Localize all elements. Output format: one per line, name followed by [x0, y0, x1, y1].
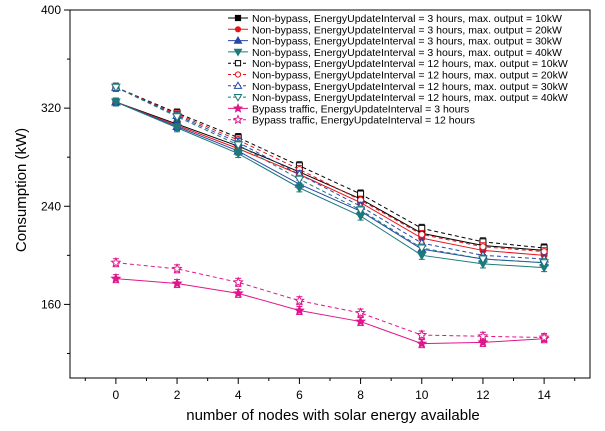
y-tick-label-2: 320: [41, 101, 61, 115]
x-tick-label-4: 8: [357, 388, 364, 402]
x-tick-label-6: 12: [476, 388, 490, 402]
series-8-point-5: [416, 337, 428, 349]
legend-marker-2: [233, 36, 243, 44]
series-7-point-4: [355, 206, 366, 215]
legend-marker-7: [233, 94, 243, 102]
series-9-point-4: [355, 307, 367, 318]
x-tick-label-0: 0: [113, 388, 120, 402]
legend-label-4: Non-bypass, EnergyUpdateInterval = 12 ho…: [252, 58, 568, 70]
y-tick-label-3: 400: [41, 3, 61, 17]
series-3-point-0: [111, 98, 121, 108]
series-9-line: [115, 262, 545, 339]
series-9-point-5: [416, 329, 428, 340]
y-tick-label-1: 240: [41, 199, 61, 213]
series-1-line: [115, 101, 545, 256]
legend-label-7: Non-bypass, EnergyUpdateInterval = 12 ho…: [252, 92, 568, 104]
series-9-point-3: [293, 294, 305, 306]
series-7-point-7: [539, 259, 549, 268]
x-tick-label-5: 10: [415, 388, 429, 402]
series-2-line: [115, 101, 545, 264]
series-5-point-6: [479, 243, 487, 251]
legend-marker-3: [233, 48, 243, 57]
series-5-point-7: [540, 248, 548, 256]
x-axis-title: number of nodes with solar energy availa…: [186, 407, 480, 424]
legend-marker-9: [232, 114, 244, 125]
legend-marker-1: [234, 26, 242, 33]
series-8-point-1: [171, 277, 183, 289]
series-8-point-2: [232, 287, 244, 299]
legend-label-6: Non-bypass, EnergyUpdateInterval = 12 ho…: [252, 81, 568, 93]
x-tick-label-7: 14: [537, 388, 551, 402]
series-6-line: [115, 86, 545, 260]
series-9: [110, 256, 550, 343]
legend-marker-4: [234, 60, 242, 67]
series-3: [111, 97, 549, 273]
series-4-line: [115, 86, 545, 249]
series-9-point-7: [538, 331, 550, 343]
legend-label-3: Non-bypass, EnergyUpdateInterval = 3 hou…: [252, 47, 562, 59]
y-tick-label-0: 160: [41, 297, 61, 311]
series-7-point-6: [478, 255, 488, 265]
series-9-point-1: [171, 263, 183, 274]
legend: Non-bypass, EnergyUpdateInterval = 3 hou…: [228, 13, 568, 127]
legend-marker-6: [233, 81, 243, 89]
series-9-point-2: [232, 276, 244, 288]
legend-label-9: Bypass traffic, EnergyUpdateInterval = 1…: [252, 115, 475, 127]
series-3-point-2: [233, 150, 244, 159]
legend-label-0: Non-bypass, EnergyUpdateInterval = 3 hou…: [252, 13, 562, 25]
series-8-point-0: [110, 272, 122, 284]
series-0-line: [115, 101, 545, 251]
x-tick-label-2: 4: [235, 388, 242, 402]
series-8-point-4: [355, 315, 367, 327]
legend-label-8: Bypass traffic, EnergyUpdateInterval = 3…: [252, 103, 469, 115]
legend-marker-0: [234, 14, 242, 22]
series-7-point-2: [233, 141, 244, 150]
series-7-line: [115, 86, 545, 264]
series-7-point-1: [172, 113, 182, 122]
series-7-point-0: [111, 83, 121, 93]
series-3-point-1: [172, 124, 182, 133]
legend-marker-8: [232, 102, 244, 113]
legend-label-2: Non-bypass, EnergyUpdateInterval = 3 hou…: [252, 36, 562, 48]
series-7-point-3: [294, 175, 305, 185]
series-8-line: [115, 278, 545, 345]
series-5-line: [115, 86, 545, 253]
legend-marker-5: [234, 71, 242, 78]
series-3-line: [115, 101, 545, 269]
legend-label-5: Non-bypass, EnergyUpdateInterval = 12 ho…: [252, 70, 568, 82]
series-3-point-3: [294, 184, 305, 193]
series-7-point-5: [416, 244, 427, 253]
series-8-point-6: [477, 336, 489, 348]
series-7: [111, 82, 549, 268]
legend-label-1: Non-bypass, EnergyUpdateInterval = 3 hou…: [252, 24, 562, 36]
series-8-point-3: [293, 304, 305, 316]
series-9-point-0: [110, 256, 122, 268]
series-9-point-6: [477, 330, 489, 341]
y-axis-title: Consumption (kW): [13, 128, 30, 252]
x-tick-label-1: 2: [174, 388, 181, 402]
x-tick-label-3: 6: [296, 388, 303, 402]
series-5-point-5: [418, 230, 426, 238]
